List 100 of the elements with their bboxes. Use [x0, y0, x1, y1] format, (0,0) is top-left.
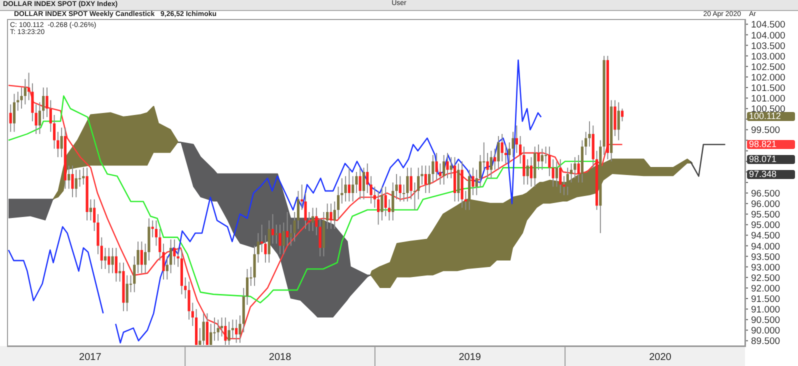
y-tick-label: 90.500: [751, 315, 780, 326]
candlestick: [74, 169, 78, 198]
candlestick: [16, 91, 20, 112]
x-tick-label: 2019: [458, 352, 482, 363]
candlestick: [246, 268, 249, 306]
candlestick: [311, 207, 314, 232]
candlestick: [231, 319, 234, 340]
candlestick: [220, 317, 224, 338]
candlestick: [111, 247, 114, 274]
text: 98.821: [747, 138, 795, 149]
candlestick: [373, 186, 376, 208]
candlestick: [537, 144, 540, 170]
candlestick: [38, 102, 42, 134]
candlestick: [566, 167, 569, 196]
candlestick: [104, 247, 107, 270]
candlestick: [290, 224, 292, 246]
candlestick: [278, 224, 282, 255]
candlestick: [552, 158, 554, 188]
y-tick-label: 101.000: [751, 94, 786, 105]
candlestick: [330, 203, 332, 230]
candlestick: [348, 167, 350, 202]
y-tick-label: 101.500: [751, 83, 786, 94]
candlestick: [78, 169, 82, 188]
candlestick: [424, 165, 427, 194]
candlestick: [71, 165, 74, 198]
candlestick: [275, 224, 278, 244]
candlestick: [620, 108, 624, 122]
candlestick: [315, 207, 318, 236]
y-tick-label: 96.500: [751, 188, 780, 200]
text: 98.071: [747, 154, 795, 164]
y-tick-label: 95.500: [751, 210, 780, 221]
line-series: [8, 95, 598, 304]
y-tick-label: 96.000: [751, 199, 780, 210]
candlestick: [9, 104, 12, 132]
x-tick-label: 2018: [268, 352, 292, 363]
candlestick: [446, 152, 449, 179]
candlestick: [114, 247, 118, 282]
candlestick: [406, 167, 409, 202]
candlestick: [366, 162, 369, 194]
candlestick: [166, 256, 168, 280]
candlestick: [173, 238, 176, 266]
candlestick: [544, 146, 548, 164]
candlestick: [118, 262, 122, 282]
candlestick: [271, 214, 274, 244]
y-tick-label: 94.500: [751, 230, 780, 242]
candlestick: [574, 156, 576, 179]
candlestick: [89, 198, 92, 221]
candlestick: [577, 154, 580, 183]
candlestick: [548, 146, 551, 177]
candlestick: [515, 125, 518, 154]
x-tick-label: 2020: [649, 352, 672, 363]
candlestick: [377, 190, 380, 226]
y-tick-label: 104.500: [751, 20, 786, 31]
candlestick: [12, 93, 16, 132]
candlestick: [24, 78, 26, 105]
y-tick-label: 94.000: [751, 241, 780, 252]
y-tick-label: 91.000: [751, 304, 780, 316]
y-tick-label: 99.500: [751, 125, 780, 136]
candlestick: [435, 152, 438, 181]
candlestick: [530, 156, 533, 188]
y-tick-label: 92.000: [751, 283, 780, 294]
candlestick: [472, 167, 474, 196]
y-tick-label: 103.500: [751, 40, 786, 52]
text: 97.348: [747, 168, 795, 179]
y-tick-label: 102.500: [751, 62, 786, 73]
y-tick-label: 103.000: [751, 51, 786, 62]
candlestick: [494, 148, 496, 170]
y-tick-label: 95.000: [751, 220, 780, 232]
candlestick: [352, 176, 354, 202]
y-tick-label: 92.500: [751, 272, 780, 284]
candlestick: [318, 218, 322, 257]
candlestick: [213, 317, 216, 342]
candlestick: [555, 160, 558, 188]
candlestick: [540, 148, 544, 170]
candlestick: [333, 200, 336, 230]
candlestick: [413, 182, 416, 210]
candlestick: [559, 158, 562, 194]
candlestick: [68, 165, 70, 190]
candlestick: [438, 162, 442, 186]
candlestick: [614, 100, 616, 137]
candlestick: [398, 176, 402, 202]
y-tick-label: 90.000: [751, 326, 780, 337]
candlestick: [49, 100, 52, 132]
candlestick: [508, 142, 511, 164]
candlestick: [140, 241, 143, 274]
candlestick: [126, 274, 128, 312]
candlestick: [392, 182, 394, 221]
candlestick: [82, 167, 85, 186]
candlestick: [504, 144, 508, 164]
candlestick: [384, 186, 387, 217]
candlestick: [388, 198, 391, 221]
candlestick: [526, 158, 529, 186]
y-tick-label: 93.000: [751, 262, 780, 274]
y-tick-label: 102.000: [751, 72, 786, 84]
candlestick: [584, 131, 588, 156]
candlestick: [260, 224, 264, 253]
candlestick: [380, 186, 384, 221]
candlestick: [60, 127, 63, 158]
candlestick: [42, 87, 45, 120]
candlestick: [617, 102, 620, 141]
